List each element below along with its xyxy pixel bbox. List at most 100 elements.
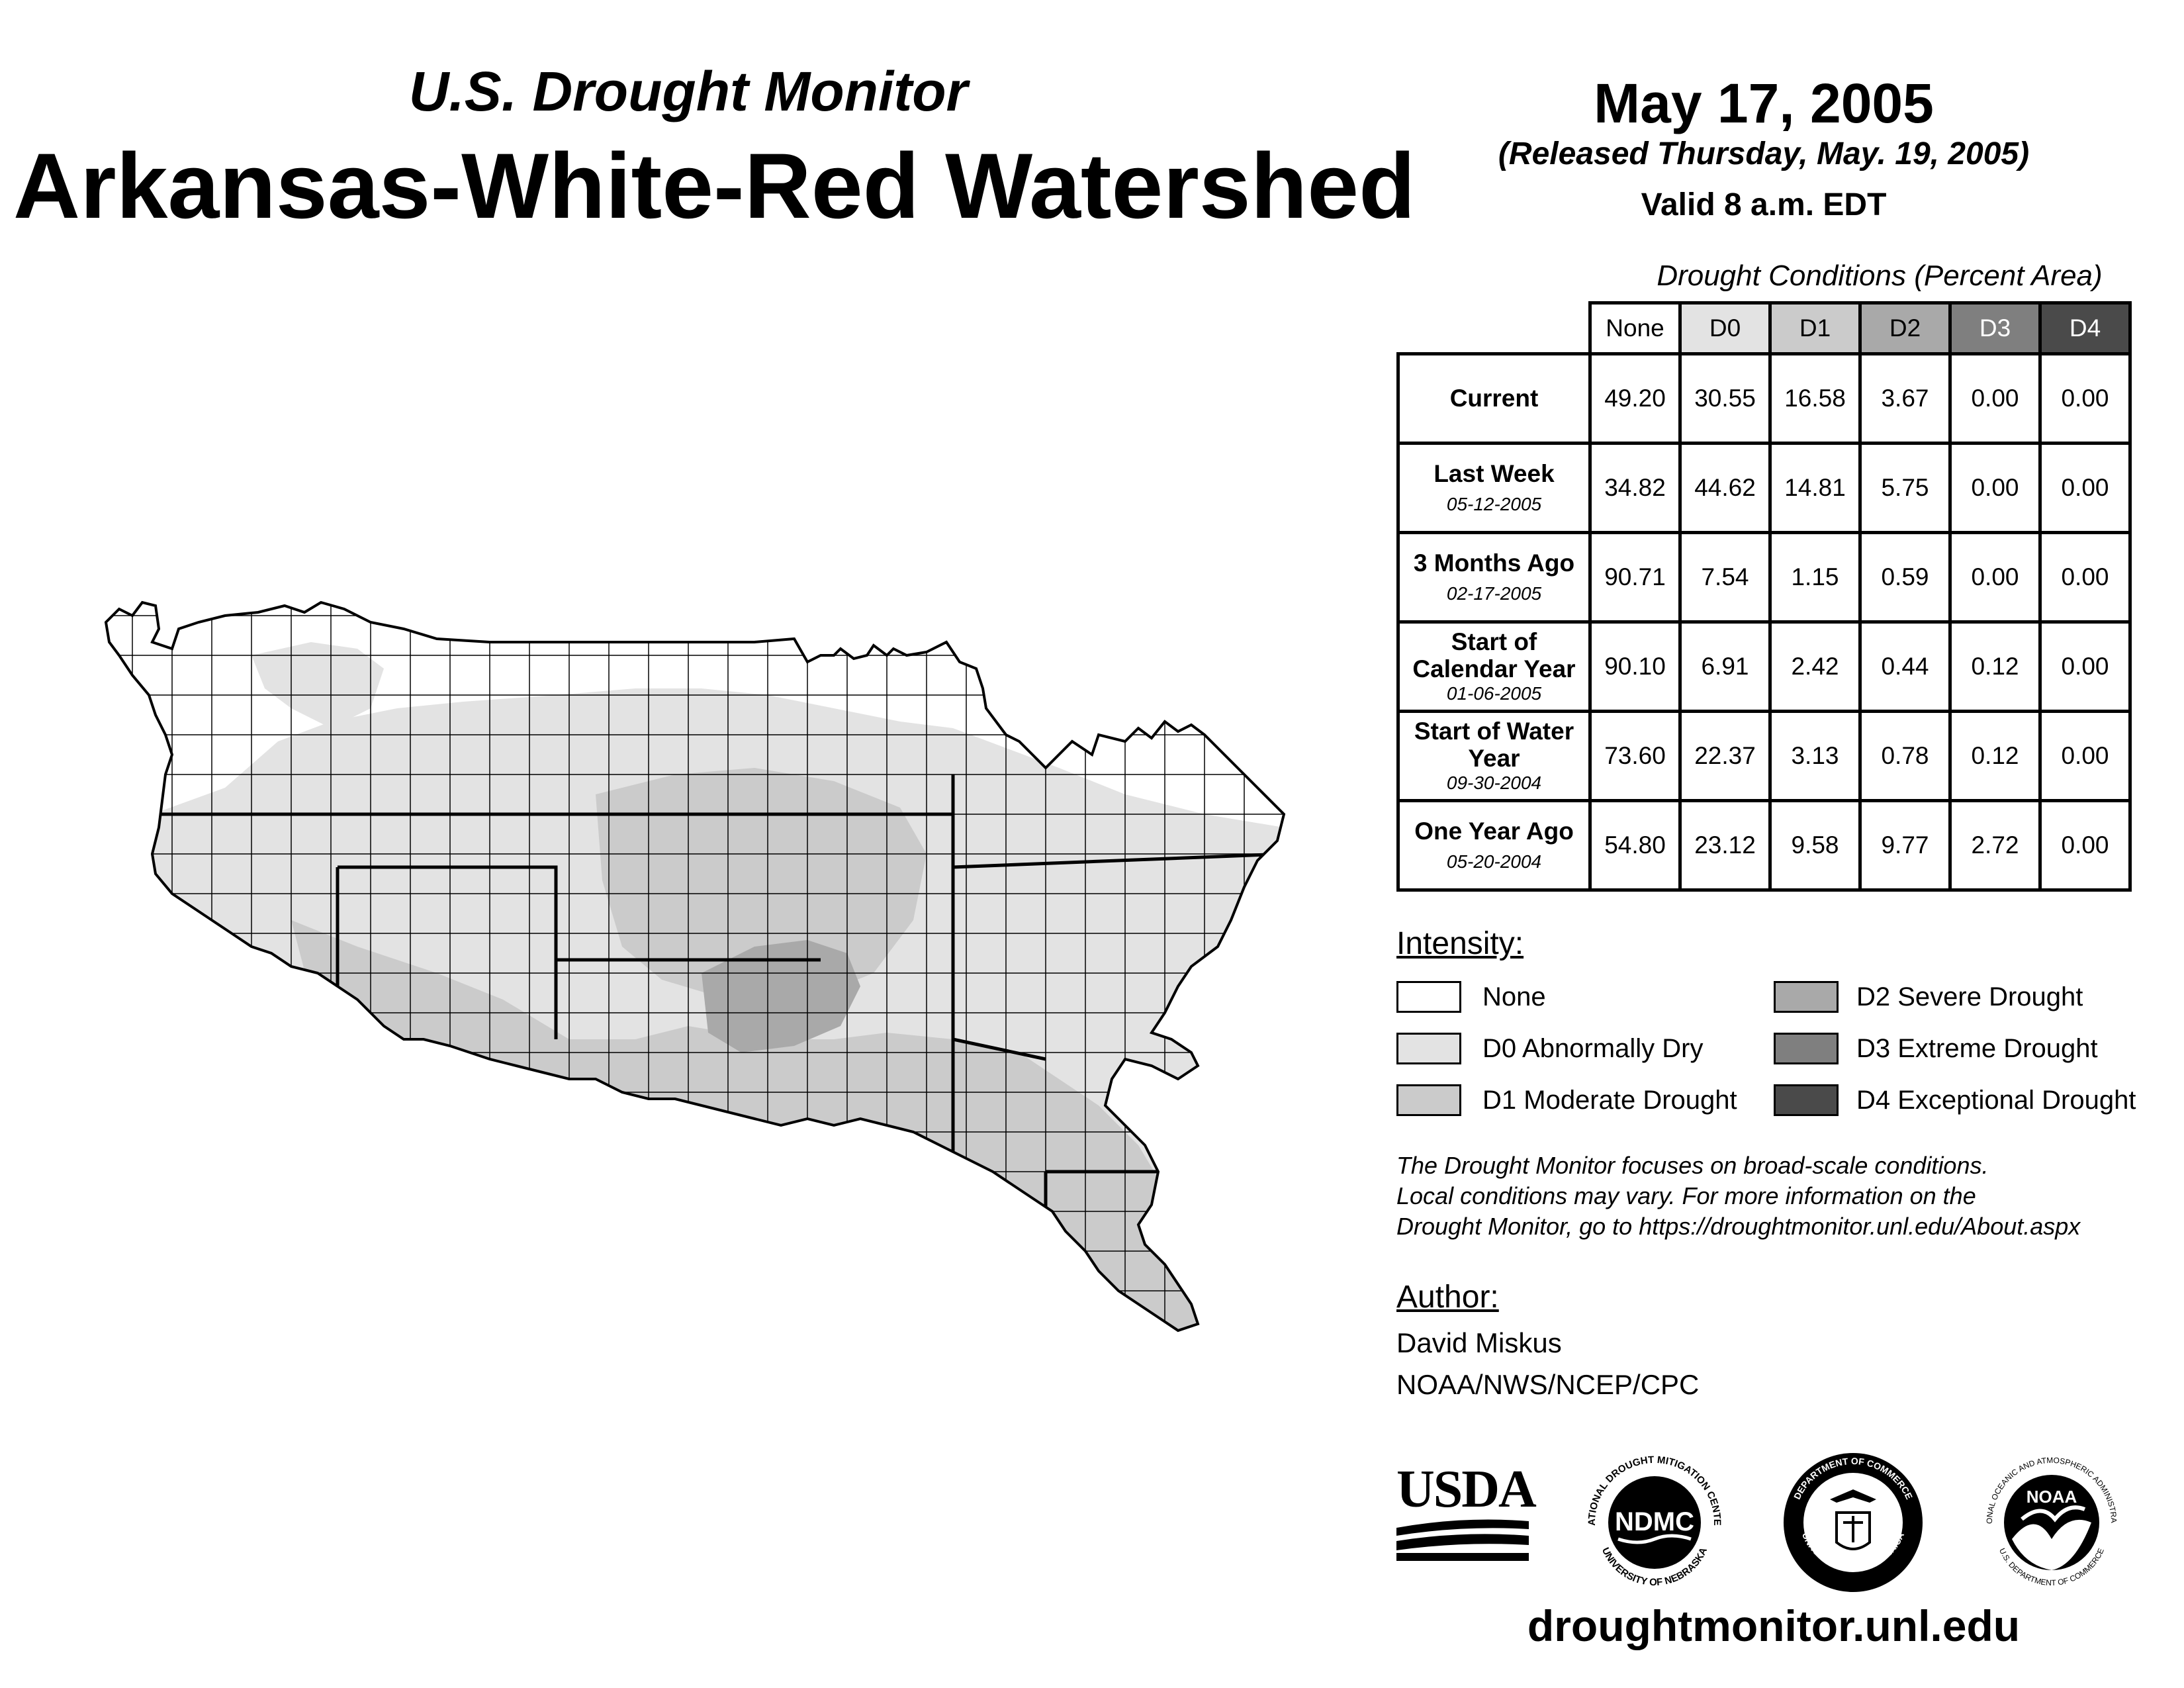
col-header-d1: D1 bbox=[1768, 301, 1862, 355]
doc-seal-logo: DEPARTMENT OF COMMERCE UNITED STATES OF … bbox=[1784, 1453, 1923, 1592]
table-cell: 0.44 bbox=[1858, 620, 1952, 713]
table-cell: 9.77 bbox=[1858, 799, 1952, 892]
map-subtitle: U.S. Drought Monitor bbox=[408, 60, 968, 122]
map-title: Arkansas-White-Red Watershed bbox=[13, 134, 1416, 238]
row-label: Start of Water Year 09-30-2004 bbox=[1396, 710, 1592, 802]
table-row: Start of Water Year 09-30-2004 73.60 22.3… bbox=[1396, 710, 2132, 802]
table-cell: 44.62 bbox=[1678, 442, 1772, 534]
table-cell: 14.81 bbox=[1768, 442, 1862, 534]
legend-label-d2: D2 Severe Drought bbox=[1856, 982, 2083, 1011]
row-label: One Year Ago 05-20-2004 bbox=[1396, 799, 1592, 892]
legend-swatch-none bbox=[1396, 981, 1461, 1013]
d2-area bbox=[702, 940, 860, 1053]
table-cell: 34.82 bbox=[1588, 442, 1682, 534]
row-label-text: 3 Months Ago bbox=[1413, 549, 1575, 577]
row-label-text: Start of Calendar Year bbox=[1412, 628, 1576, 682]
table-cell: 1.15 bbox=[1768, 531, 1862, 624]
usda-logo: USDA bbox=[1396, 1460, 1537, 1562]
table-cell: 0.12 bbox=[1948, 710, 2042, 802]
note-line: The Drought Monitor focuses on broad-sca… bbox=[1396, 1152, 1989, 1179]
legend-label-d3: D3 Extreme Drought bbox=[1856, 1034, 2098, 1063]
legend-label-d0: D0 Abnormally Dry bbox=[1482, 1034, 1704, 1063]
row-label-text: One Year Ago bbox=[1414, 818, 1574, 845]
legend-title: Intensity: bbox=[1396, 926, 1524, 961]
map-date: May 17, 2005 bbox=[1594, 72, 1934, 134]
row-date: 02-17-2005 bbox=[1446, 583, 1542, 604]
table-cell: 0.00 bbox=[2038, 710, 2132, 802]
table-corner bbox=[1398, 303, 1590, 355]
author-org: NOAA/NWS/NCEP/CPC bbox=[1396, 1369, 1700, 1400]
table-caption: Drought Conditions (Percent Area) bbox=[1657, 259, 2103, 292]
table-cell: 0.00 bbox=[2038, 352, 2132, 445]
table-cell: 23.12 bbox=[1678, 799, 1772, 892]
table-cell: 7.54 bbox=[1678, 531, 1772, 624]
col-header-d2: D2 bbox=[1858, 301, 1952, 355]
legend-label-none: None bbox=[1482, 982, 1546, 1011]
noaa-logo: NOAA NATIONAL OCEANIC AND ATMOSPHERIC AD… bbox=[1976, 1446, 2118, 1587]
table-cell: 49.20 bbox=[1588, 352, 1682, 445]
table-cell: 16.58 bbox=[1768, 352, 1862, 445]
noaa-logo-text: NOAA bbox=[2026, 1487, 2077, 1507]
col-header-d4: D4 bbox=[2038, 301, 2132, 355]
table-cell: 30.55 bbox=[1678, 352, 1772, 445]
col-header-d3: D3 bbox=[1948, 301, 2042, 355]
legend-label-d1: D1 Moderate Drought bbox=[1482, 1086, 1737, 1115]
table-row: Current 49.20 30.55 16.58 3.67 0.00 0.00 bbox=[1396, 352, 2132, 445]
table-row: One Year Ago 05-20-2004 54.80 23.12 9.58 … bbox=[1396, 799, 2132, 892]
row-date: 05-12-2005 bbox=[1446, 493, 1542, 514]
row-label-text: Last Week bbox=[1433, 460, 1555, 488]
table-cell: 90.71 bbox=[1588, 531, 1682, 624]
usda-text: USDA bbox=[1396, 1460, 1537, 1519]
row-date: 09-30-2004 bbox=[1446, 773, 1542, 794]
table-cell: 6.91 bbox=[1678, 620, 1772, 713]
d1-area-central bbox=[596, 768, 927, 1000]
table-cell: 0.00 bbox=[2038, 531, 2132, 624]
row-label-text: Start of Water Year bbox=[1414, 717, 1574, 772]
table-row: Last Week 05-12-2005 34.82 44.62 14.81 5.… bbox=[1396, 442, 2132, 534]
table-cell: 0.59 bbox=[1858, 531, 1952, 624]
table-row: Start of Calendar Year 01-06-2005 90.10 6… bbox=[1396, 620, 2132, 713]
legend-swatch-d4 bbox=[1774, 1084, 1839, 1116]
col-header-none: None bbox=[1588, 301, 1682, 355]
row-label: Start of Calendar Year 01-06-2005 bbox=[1396, 620, 1592, 713]
row-label: Current bbox=[1396, 352, 1592, 445]
table-cell: 0.12 bbox=[1948, 620, 2042, 713]
table-cell: 0.00 bbox=[1948, 352, 2042, 445]
row-label: 3 Months Ago 02-17-2005 bbox=[1396, 531, 1592, 624]
ndmc-logo: NDMC NATIONAL DROUGHT MITIGATION CENTER … bbox=[1578, 1446, 1723, 1588]
d0-area-north bbox=[251, 642, 384, 728]
author-name: David Miskus bbox=[1396, 1327, 1562, 1358]
table-header-row: None D0 D1 D2 D3 D4 bbox=[1398, 301, 2132, 355]
row-date: 01-06-2005 bbox=[1446, 683, 1542, 704]
disclaimer-note: The Drought Monitor focuses on broad-sca… bbox=[1396, 1150, 2080, 1242]
legend-swatch-d0 bbox=[1396, 1033, 1461, 1064]
row-label: Last Week 05-12-2005 bbox=[1396, 442, 1592, 534]
usda-swoosh-icon bbox=[1396, 1519, 1529, 1561]
table-cell: 0.00 bbox=[2038, 799, 2132, 892]
table-cell: 22.37 bbox=[1678, 710, 1772, 802]
note-line: Drought Monitor, go to https://droughtmo… bbox=[1396, 1213, 2081, 1240]
table-cell: 73.60 bbox=[1588, 710, 1682, 802]
legend-swatch-d3 bbox=[1774, 1033, 1839, 1064]
table-cell: 90.10 bbox=[1588, 620, 1682, 713]
table-cell: 2.42 bbox=[1768, 620, 1862, 713]
table-cell: 0.00 bbox=[2038, 620, 2132, 713]
valid-time: Valid 8 a.m. EDT bbox=[1641, 187, 1887, 222]
row-date: 05-20-2004 bbox=[1446, 851, 1542, 872]
legend-swatch-d1 bbox=[1396, 1084, 1461, 1116]
table-cell: 5.75 bbox=[1858, 442, 1952, 534]
watershed-map bbox=[105, 601, 1285, 1332]
ndmc-logo-text: NDMC bbox=[1615, 1507, 1694, 1536]
table-cell: 0.00 bbox=[2038, 442, 2132, 534]
table-cell: 3.67 bbox=[1858, 352, 1952, 445]
table-row: 3 Months Ago 02-17-2005 90.71 7.54 1.15 0… bbox=[1396, 531, 2132, 624]
table-cell: 0.00 bbox=[1948, 442, 2042, 534]
table-cell: 0.00 bbox=[1948, 531, 2042, 624]
release-date: (Released Thursday, May. 19, 2005) bbox=[1498, 136, 2030, 171]
note-line: Local conditions may vary. For more info… bbox=[1396, 1182, 1976, 1209]
website-link[interactable]: droughtmonitor.unl.edu bbox=[1527, 1601, 2021, 1650]
row-label-text: Current bbox=[1449, 384, 1539, 412]
table-cell: 2.72 bbox=[1948, 799, 2042, 892]
table-cell: 0.78 bbox=[1858, 710, 1952, 802]
table-cell: 9.58 bbox=[1768, 799, 1862, 892]
